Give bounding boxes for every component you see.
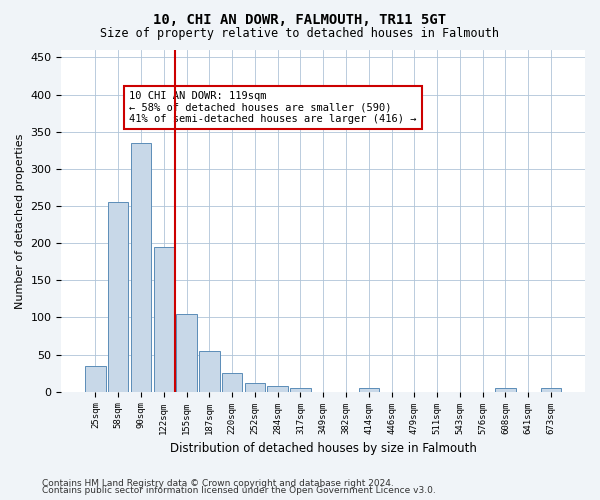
X-axis label: Distribution of detached houses by size in Falmouth: Distribution of detached houses by size … xyxy=(170,442,476,455)
Bar xyxy=(495,388,515,392)
Bar xyxy=(359,388,379,392)
Bar xyxy=(222,373,242,392)
Text: Contains HM Land Registry data © Crown copyright and database right 2024.: Contains HM Land Registry data © Crown c… xyxy=(42,478,394,488)
Text: Contains public sector information licensed under the Open Government Licence v3: Contains public sector information licen… xyxy=(42,486,436,495)
Bar xyxy=(108,202,128,392)
Bar xyxy=(245,383,265,392)
Bar xyxy=(541,388,561,392)
Bar xyxy=(176,314,197,392)
Text: 10 CHI AN DOWR: 119sqm
← 58% of detached houses are smaller (590)
41% of semi-de: 10 CHI AN DOWR: 119sqm ← 58% of detached… xyxy=(130,91,417,124)
Bar xyxy=(290,388,311,392)
Bar xyxy=(154,247,174,392)
Bar xyxy=(85,366,106,392)
Y-axis label: Number of detached properties: Number of detached properties xyxy=(15,133,25,308)
Bar xyxy=(131,143,151,392)
Bar xyxy=(268,386,288,392)
Bar xyxy=(199,351,220,392)
Text: Size of property relative to detached houses in Falmouth: Size of property relative to detached ho… xyxy=(101,28,499,40)
Text: 10, CHI AN DOWR, FALMOUTH, TR11 5GT: 10, CHI AN DOWR, FALMOUTH, TR11 5GT xyxy=(154,12,446,26)
